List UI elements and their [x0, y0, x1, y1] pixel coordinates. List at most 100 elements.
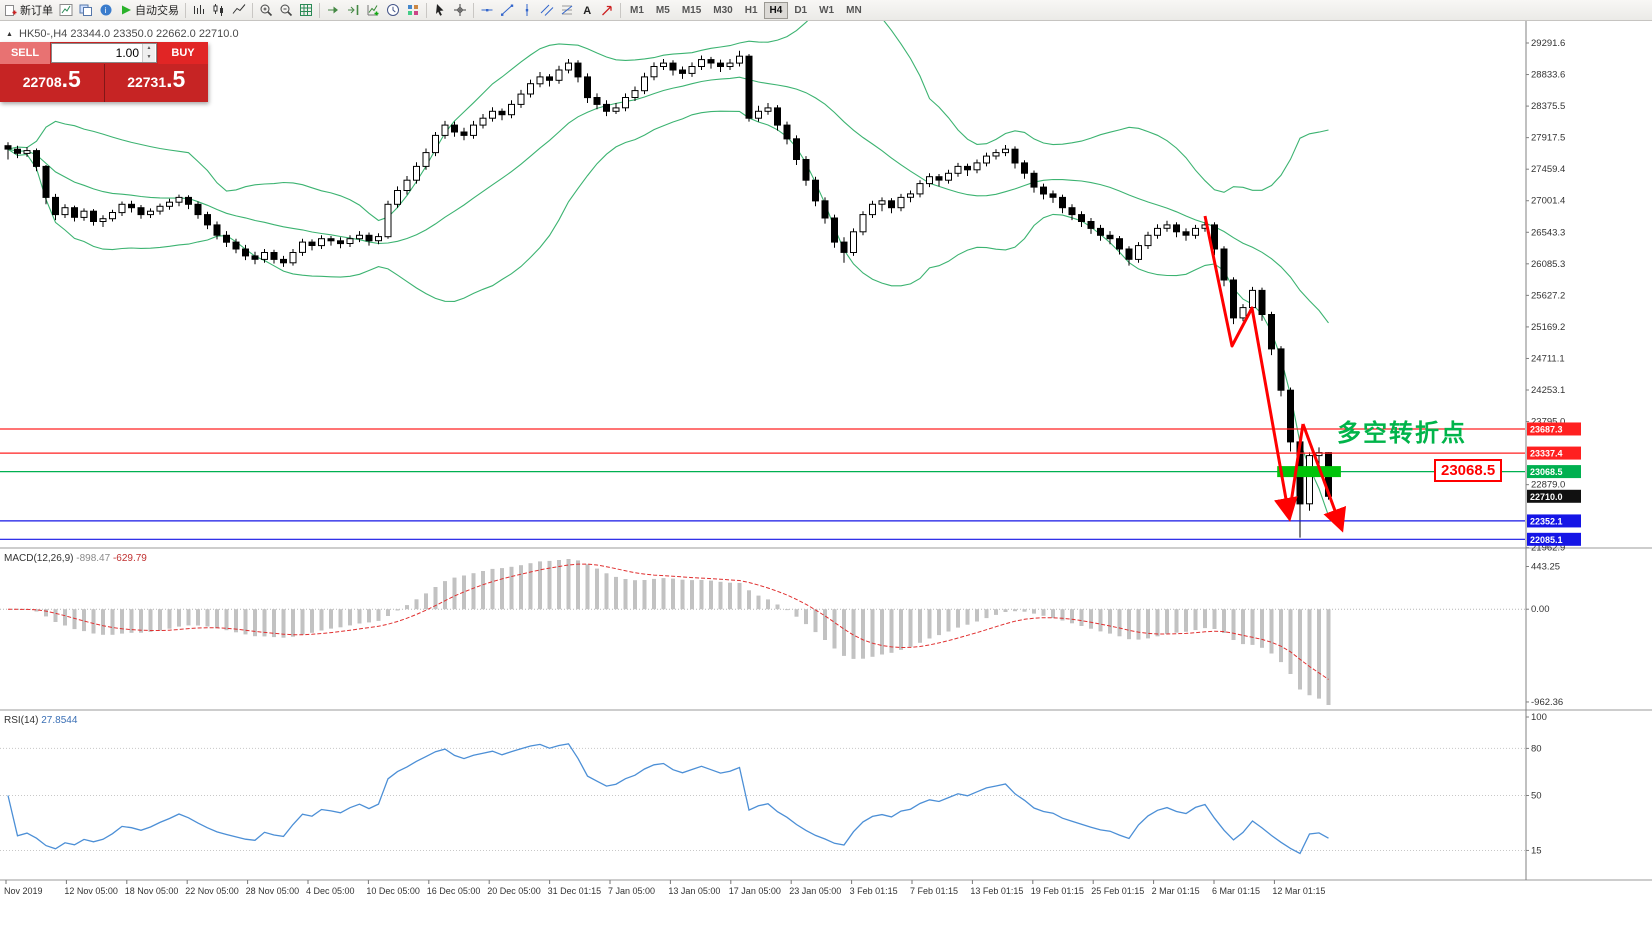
- toolbar-profiles[interactable]: [76, 1, 96, 20]
- volume-increase-button[interactable]: ▲: [143, 44, 155, 53]
- toolbar-data-window[interactable]: i: [96, 1, 116, 20]
- trend-arrow-2[interactable]: [1287, 423, 1305, 517]
- timeframe-MN[interactable]: MN: [840, 2, 868, 19]
- svg-text:13 Feb 01:15: 13 Feb 01:15: [970, 886, 1023, 896]
- timeframe-M30[interactable]: M30: [707, 2, 738, 19]
- toolbar-auto-scroll[interactable]: [323, 1, 343, 20]
- svg-text:80: 80: [1531, 743, 1542, 754]
- timeframe-M15[interactable]: M15: [676, 2, 707, 19]
- volume-decrease-button[interactable]: ▼: [143, 53, 155, 62]
- zoom-in-icon: [259, 3, 273, 17]
- volume-input[interactable]: [52, 44, 142, 62]
- trend-arrow-1[interactable]: [1203, 215, 1298, 522]
- toolbar-templates[interactable]: [403, 1, 423, 20]
- toolbar-periods[interactable]: [383, 1, 403, 20]
- timeframe-W1[interactable]: W1: [813, 2, 840, 19]
- price-badge-23687.3: [1527, 422, 1581, 436]
- price-badge-23068.5: [1527, 465, 1581, 479]
- price-callout-box: 23068.5: [1434, 459, 1503, 482]
- indicators-icon: [366, 3, 380, 17]
- bollinger-upper-band: [7, 21, 1329, 222]
- hline-icon: [480, 3, 494, 17]
- toolbar-crosshair[interactable]: [450, 1, 470, 20]
- timeframe-M1[interactable]: M1: [624, 2, 650, 19]
- volume-spinner: ▲ ▼: [142, 44, 155, 62]
- toolbar-indicators[interactable]: [363, 1, 383, 20]
- svg-text:23687.3: 23687.3: [1530, 424, 1563, 434]
- channel-icon: [540, 3, 554, 17]
- svg-text:10 Dec 05:00: 10 Dec 05:00: [366, 886, 420, 896]
- toolbar-chart-shift[interactable]: [343, 1, 363, 20]
- cursor-icon: [433, 3, 447, 17]
- sell-price-frac: .5: [61, 66, 81, 92]
- fibo-icon: [560, 3, 574, 17]
- svg-text:Nov 2019: Nov 2019: [4, 886, 43, 896]
- templates-icon: [406, 3, 420, 17]
- svg-text:12 Mar 01:15: 12 Mar 01:15: [1272, 886, 1325, 896]
- toolbar-charts[interactable]: [56, 1, 76, 20]
- toolbar-trendline[interactable]: [497, 1, 517, 20]
- timeframe-H1[interactable]: H1: [739, 2, 764, 19]
- timeframe-M5[interactable]: M5: [650, 2, 676, 19]
- toolbar-chart-bars[interactable]: [189, 1, 209, 20]
- svg-text:18 Nov 05:00: 18 Nov 05:00: [125, 886, 179, 896]
- svg-text:25169.2: 25169.2: [1531, 322, 1565, 333]
- crosshair-icon: [453, 3, 467, 17]
- svg-text:25 Feb 01:15: 25 Feb 01:15: [1091, 886, 1144, 896]
- svg-text:21962.9: 21962.9: [1531, 543, 1565, 554]
- chart-shift-icon: [346, 3, 360, 17]
- time-axis: Nov 2019 12 Nov 05:00 18 Nov 05:00 22 Nov 0…: [4, 880, 1325, 896]
- toolbar-auto-trading[interactable]: 自动交易: [116, 1, 182, 20]
- toolbar-separator: [620, 2, 621, 18]
- toolbar-vertical-line[interactable]: [517, 1, 537, 20]
- candles-icon: [212, 3, 226, 17]
- zoom-out-icon: [279, 3, 293, 17]
- timeframe-D1[interactable]: D1: [788, 2, 813, 19]
- svg-text:23337.4: 23337.4: [1530, 449, 1563, 459]
- toolbar-horizontal-line[interactable]: [477, 1, 497, 20]
- chart-stage: 29291.6 28833.6 28375.5 27917.5 27459.4 27001…: [0, 21, 1652, 945]
- sell-price[interactable]: 22708.5: [0, 64, 105, 102]
- toolbar-chart-candles[interactable]: [209, 1, 229, 20]
- svg-text:27459.4: 27459.4: [1531, 164, 1565, 175]
- svg-text:28833.6: 28833.6: [1531, 70, 1565, 81]
- ohlc-values: 23344.0 23350.0 22662.0 22710.0: [70, 28, 239, 40]
- svg-text:26085.3: 26085.3: [1531, 259, 1565, 270]
- svg-text:27917.5: 27917.5: [1531, 133, 1565, 144]
- trend-arrow-3[interactable]: [1301, 423, 1347, 533]
- macd-pane: 443.25 0.00 -962.36: [0, 559, 1563, 708]
- toolbar-new-order[interactable]: 新订单: [1, 1, 56, 20]
- toolbar-separator: [185, 2, 186, 18]
- svg-text:7 Jan 05:00: 7 Jan 05:00: [608, 886, 655, 896]
- data-window-icon: i: [99, 3, 113, 17]
- buy-price[interactable]: 22731.5: [105, 64, 209, 102]
- volume-box: ▲ ▼: [51, 43, 157, 63]
- svg-text:24253.1: 24253.1: [1531, 385, 1565, 396]
- symbol-period-label: HK50-,H4: [19, 28, 68, 40]
- toolbar: 新订单 i 自动交易 A M1 M5 M15 M30 H1 H4 D1 W1 MN: [0, 0, 1652, 21]
- svg-text:22879.0: 22879.0: [1531, 480, 1565, 491]
- toolbar-cursor[interactable]: [430, 1, 450, 20]
- buy-button[interactable]: BUY: [158, 42, 208, 64]
- toolbar-arrow-tool[interactable]: [597, 1, 617, 20]
- toolbar-text-label[interactable]: A: [577, 1, 597, 20]
- tline-icon: [500, 3, 514, 17]
- svg-text:29291.6: 29291.6: [1531, 38, 1565, 49]
- svg-text:443.25: 443.25: [1531, 561, 1560, 572]
- toolbar-equidistant-channel[interactable]: [537, 1, 557, 20]
- svg-text:23068.5: 23068.5: [1530, 467, 1563, 477]
- toolbar-zoom-out[interactable]: [276, 1, 296, 20]
- sell-button[interactable]: SELL: [0, 42, 50, 64]
- toolbar-zoom-in[interactable]: [256, 1, 276, 20]
- toolbar-fibonacci[interactable]: [557, 1, 577, 20]
- support-highlight-box[interactable]: [1277, 466, 1341, 478]
- chart-window-icon: [59, 3, 73, 17]
- timeframe-H4[interactable]: H4: [763, 1, 789, 19]
- rsi-pane: 100 80 50 15: [0, 712, 1547, 856]
- toolbar-grid[interactable]: [296, 1, 316, 20]
- svg-text:50: 50: [1531, 791, 1542, 802]
- symbol-marker-icon: ▲: [6, 30, 13, 38]
- svg-text:16 Dec 05:00: 16 Dec 05:00: [427, 886, 481, 896]
- main-chart[interactable]: 29291.6 28833.6 28375.5 27917.5 27459.4 27001…: [0, 21, 1652, 945]
- toolbar-chart-line[interactable]: [229, 1, 249, 20]
